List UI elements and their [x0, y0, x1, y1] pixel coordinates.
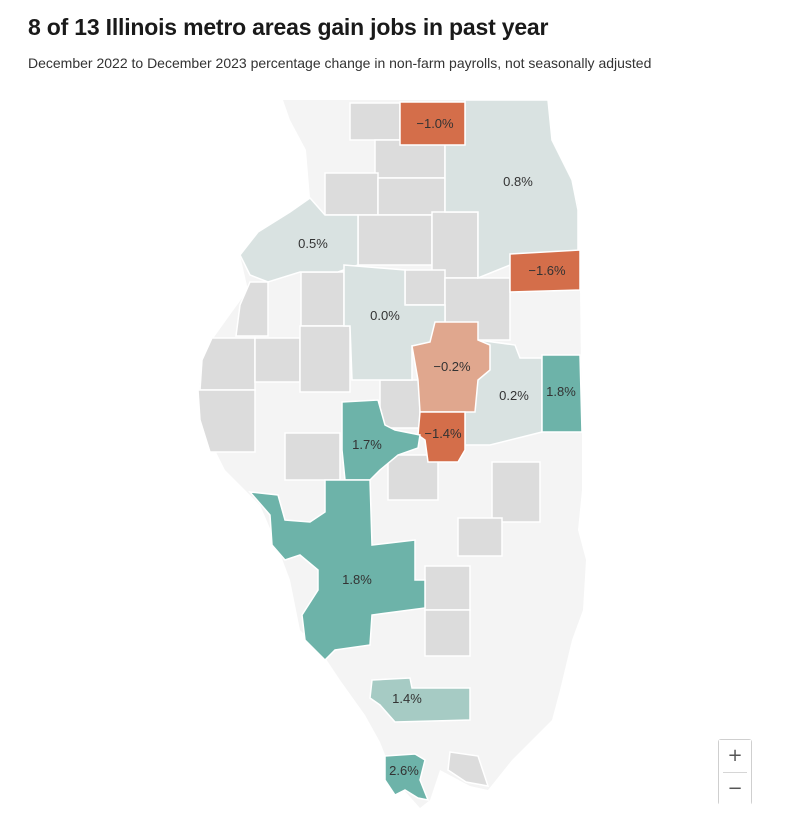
label-chicago: 0.8%: [503, 174, 533, 189]
metro-carbondale: [369, 677, 471, 723]
county-carroll: [324, 172, 379, 216]
metro-cape-girardeau: [384, 753, 430, 802]
county-henderson: [235, 281, 269, 337]
county-shelby: [387, 454, 439, 501]
county-mason: [379, 379, 421, 429]
county-fulton: [299, 325, 351, 393]
metro-springfield: [341, 399, 421, 481]
label-springfield: 1.7%: [352, 437, 382, 452]
county-lasalle: [431, 211, 479, 279]
county-pulaski: [447, 751, 490, 787]
county-lee: [377, 177, 446, 216]
zoom-out-button[interactable]: −: [719, 773, 751, 805]
county-marion: [424, 565, 471, 611]
county-coles: [491, 461, 541, 523]
label-decatur: −1.4%: [424, 426, 462, 441]
county-marshall: [404, 269, 446, 306]
county-pike: [284, 432, 341, 481]
county-mcdonough: [254, 337, 301, 383]
label-danville: 1.8%: [546, 384, 576, 399]
label-metro-east: 1.8%: [342, 572, 372, 587]
label-quad-cities: 0.5%: [298, 236, 328, 251]
metro-metro-east: [248, 479, 426, 662]
county-warren: [300, 271, 345, 327]
chart-subtitle: December 2022 to December 2023 percentag…: [28, 55, 652, 71]
zoom-control: + −: [718, 739, 752, 805]
label-champaign: 0.2%: [499, 388, 529, 403]
metro-peoria: [343, 264, 446, 381]
county-adams: [197, 389, 256, 453]
zoom-divider: [723, 772, 747, 773]
label-carbondale: 1.4%: [392, 691, 422, 706]
zoom-in-button[interactable]: +: [719, 740, 751, 772]
label-bloomington: −0.2%: [433, 359, 471, 374]
metro-kankakee: [509, 249, 581, 293]
label-peoria: 0.0%: [370, 308, 400, 323]
label-rockford: −1.0%: [416, 116, 454, 131]
metro-bloomington: [411, 321, 491, 413]
label-kankakee: −1.6%: [528, 263, 566, 278]
chart-title: 8 of 13 Illinois metro areas gain jobs i…: [28, 14, 549, 40]
county-jo-daviess: [349, 102, 401, 141]
non-metro-counties: [197, 102, 541, 787]
county-effingham: [457, 517, 503, 557]
county-hancock: [199, 337, 256, 391]
metro-rockford: [399, 101, 466, 146]
metro-danville: [541, 354, 583, 433]
county-jefferson: [424, 609, 471, 657]
metro-quad-cities: [239, 197, 359, 283]
label-cape-girardeau: 2.6%: [389, 763, 419, 778]
county-bureau: [357, 214, 433, 266]
